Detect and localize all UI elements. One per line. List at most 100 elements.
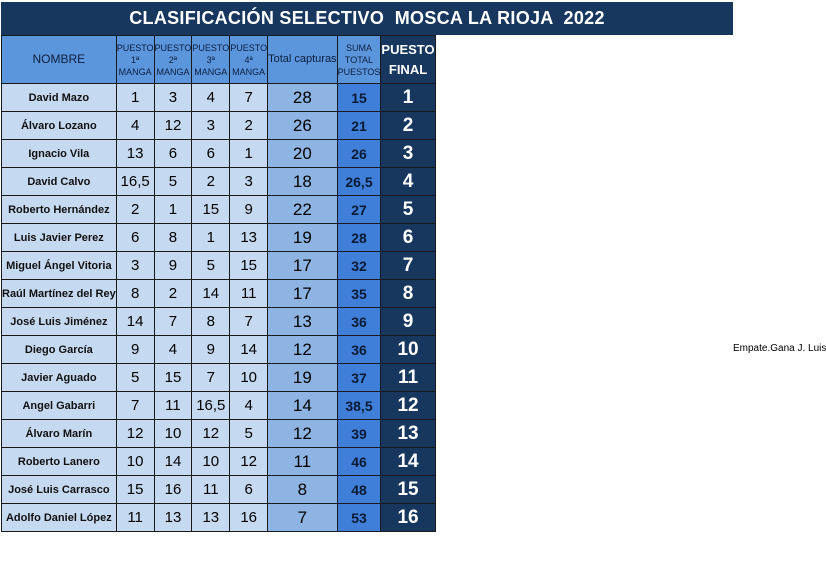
table-row: Álvaro Marín 12 10 12 5 12 39 13 xyxy=(1,419,436,448)
cell-puesto-final: 8 xyxy=(380,279,436,308)
table-row: Adolfo Daniel López 11 13 13 16 7 53 16 xyxy=(1,503,436,532)
table-row: Javier Aguado 5 15 7 10 19 37 11 xyxy=(1,363,436,392)
table-row: José Luis Jiménez 14 7 8 7 13 36 9 xyxy=(1,307,436,336)
cell-total-capturas: 8 xyxy=(267,475,338,504)
cell-suma-total: 46 xyxy=(336,447,382,476)
cell-puesto-manga-1: 14 xyxy=(115,307,155,336)
cell-total-capturas: 19 xyxy=(267,363,338,392)
cell-nombre: Diego García xyxy=(1,335,117,364)
cell-suma-total: 32 xyxy=(336,251,382,280)
cell-nombre: Angel Gabarri xyxy=(1,391,117,420)
cell-puesto-manga-1: 12 xyxy=(115,419,155,448)
cell-puesto-manga-3: 10 xyxy=(191,447,231,476)
cell-puesto-manga-1: 11 xyxy=(115,503,155,532)
header-nombre: NOMBRE xyxy=(1,35,117,84)
cell-puesto-final: 14 xyxy=(380,447,436,476)
cell-puesto-manga-4: 7 xyxy=(229,83,269,112)
cell-puesto-final: 9 xyxy=(380,307,436,336)
cell-puesto-manga-3: 15 xyxy=(191,195,231,224)
cell-puesto-manga-3: 1 xyxy=(191,223,231,252)
cell-puesto-manga-2: 5 xyxy=(153,167,193,196)
cell-total-capturas: 13 xyxy=(267,307,338,336)
cell-puesto-manga-1: 8 xyxy=(115,279,155,308)
cell-puesto-manga-4: 1 xyxy=(229,139,269,168)
cell-puesto-manga-3: 7 xyxy=(191,363,231,392)
header-puesto-manga-3: PUESTO 3ª MANGA xyxy=(191,35,231,84)
header-total-capturas: Total capturas xyxy=(267,35,338,84)
cell-total-capturas: 12 xyxy=(267,335,338,364)
cell-puesto-manga-1: 4 xyxy=(115,111,155,140)
cell-puesto-manga-1: 6 xyxy=(115,223,155,252)
cell-puesto-final: 1 xyxy=(380,83,436,112)
cell-suma-total: 26,5 xyxy=(336,167,382,196)
cell-suma-total: 27 xyxy=(336,195,382,224)
cell-suma-total: 39 xyxy=(336,419,382,448)
cell-puesto-manga-1: 13 xyxy=(115,139,155,168)
table-row: Ignacio Vila 13 6 6 1 20 26 3 xyxy=(1,139,436,168)
cell-total-capturas: 14 xyxy=(267,391,338,420)
cell-total-capturas: 17 xyxy=(267,279,338,308)
cell-suma-total: 53 xyxy=(336,503,382,532)
cell-puesto-manga-2: 9 xyxy=(153,251,193,280)
cell-puesto-manga-4: 2 xyxy=(229,111,269,140)
cell-total-capturas: 28 xyxy=(267,83,338,112)
cell-puesto-manga-2: 13 xyxy=(153,503,193,532)
table-row: Raúl Martínez del Rey 8 2 14 11 17 35 8 xyxy=(1,279,436,308)
cell-suma-total: 48 xyxy=(336,475,382,504)
table-body: David Mazo 1 3 4 7 28 15 1 Álvaro Lozano 4 12 3 2 26 2… xyxy=(1,83,436,532)
cell-puesto-manga-4: 7 xyxy=(229,307,269,336)
cell-total-capturas: 7 xyxy=(267,503,338,532)
cell-puesto-manga-4: 11 xyxy=(229,279,269,308)
cell-puesto-manga-4: 5 xyxy=(229,419,269,448)
cell-puesto-manga-2: 14 xyxy=(153,447,193,476)
cell-puesto-manga-4: 10 xyxy=(229,363,269,392)
cell-puesto-manga-3: 13 xyxy=(191,503,231,532)
cell-total-capturas: 20 xyxy=(267,139,338,168)
cell-puesto-manga-4: 12 xyxy=(229,447,269,476)
table-row: José Luis Carrasco 15 16 11 6 8 48 15 xyxy=(1,475,436,504)
cell-puesto-manga-1: 9 xyxy=(115,335,155,364)
cell-total-capturas: 18 xyxy=(267,167,338,196)
cell-suma-total: 21 xyxy=(336,111,382,140)
table-row: Diego García 9 4 9 14 12 36 10 xyxy=(1,335,436,364)
cell-total-capturas: 22 xyxy=(267,195,338,224)
results-table: NOMBRE PUESTO 1ª MANGA PUESTO 2ª MANGA P… xyxy=(1,35,436,532)
cell-puesto-manga-1: 3 xyxy=(115,251,155,280)
cell-nombre: Ignacio Vila xyxy=(1,139,117,168)
header-suma-total: SUMA TOTAL PUESTOS xyxy=(336,35,382,84)
cell-puesto-manga-2: 7 xyxy=(153,307,193,336)
cell-puesto-manga-2: 6 xyxy=(153,139,193,168)
cell-nombre: Roberto Lanero xyxy=(1,447,117,476)
cell-suma-total: 38,5 xyxy=(336,391,382,420)
cell-puesto-final: 15 xyxy=(380,475,436,504)
cell-puesto-manga-1: 2 xyxy=(115,195,155,224)
tie-note: Empate.Gana J. Luis xyxy=(733,342,826,354)
cell-puesto-manga-1: 16,5 xyxy=(115,167,155,196)
header-puesto-manga-1: PUESTO 1ª MANGA xyxy=(115,35,155,84)
cell-puesto-manga-4: 15 xyxy=(229,251,269,280)
cell-puesto-manga-2: 10 xyxy=(153,419,193,448)
cell-suma-total: 15 xyxy=(336,83,382,112)
cell-total-capturas: 12 xyxy=(267,419,338,448)
cell-puesto-final: 12 xyxy=(380,391,436,420)
cell-puesto-manga-3: 8 xyxy=(191,307,231,336)
cell-puesto-manga-4: 13 xyxy=(229,223,269,252)
cell-total-capturas: 11 xyxy=(267,447,338,476)
table-row: David Calvo 16,5 5 2 3 18 26,5 4 xyxy=(1,167,436,196)
cell-puesto-manga-3: 12 xyxy=(191,419,231,448)
cell-puesto-manga-2: 1 xyxy=(153,195,193,224)
cell-nombre: David Mazo xyxy=(1,83,117,112)
cell-puesto-final: 7 xyxy=(380,251,436,280)
table-row: Luis Javier Perez 6 8 1 13 19 28 6 xyxy=(1,223,436,252)
cell-puesto-final: 11 xyxy=(380,363,436,392)
cell-puesto-final: 10 xyxy=(380,335,436,364)
cell-nombre: Luis Javier Perez xyxy=(1,223,117,252)
table-row: Roberto Lanero 10 14 10 12 11 46 14 xyxy=(1,447,436,476)
cell-puesto-manga-3: 2 xyxy=(191,167,231,196)
cell-nombre: Miguel Ángel Vitoria xyxy=(1,251,117,280)
cell-nombre: Álvaro Lozano xyxy=(1,111,117,140)
cell-nombre: David Calvo xyxy=(1,167,117,196)
cell-puesto-manga-4: 9 xyxy=(229,195,269,224)
cell-puesto-manga-3: 3 xyxy=(191,111,231,140)
cell-puesto-manga-4: 6 xyxy=(229,475,269,504)
